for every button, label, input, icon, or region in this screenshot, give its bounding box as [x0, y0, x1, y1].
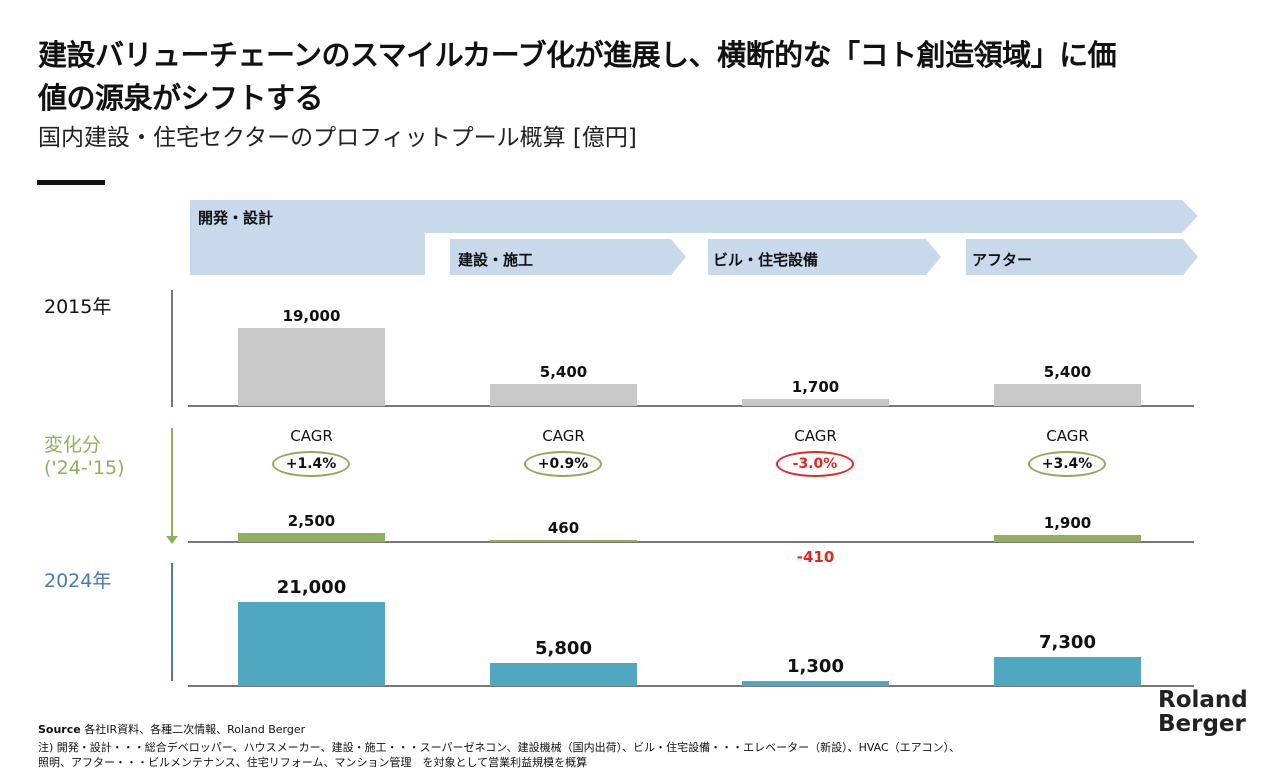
- segment-arrows: [190, 200, 1198, 275]
- bar-0-0: [238, 328, 385, 406]
- segment-label: 建設・施工: [458, 251, 534, 269]
- cagr-label: CAGR: [1046, 427, 1089, 445]
- bar-2-0: [238, 602, 385, 686]
- logo-line: Roland: [1158, 687, 1248, 713]
- page-title: 建設バリューチェーンのスマイルカーブ化が進展し、横断的な「コト創造領域」に価値の…: [38, 38, 1117, 115]
- axis-2015: [188, 405, 1194, 407]
- data-label: 1,900: [1043, 514, 1092, 533]
- row-label-period: ('24-'15): [44, 457, 125, 479]
- arrow-construction: [450, 239, 686, 275]
- source-label: Source: [38, 723, 81, 736]
- bar-1-1: [490, 540, 637, 542]
- cagr-value: +1.4%: [272, 451, 350, 477]
- bar-0-3: [994, 383, 1141, 406]
- row-label-change: 変化分: [44, 434, 102, 456]
- logo-line: Berger: [1158, 711, 1246, 737]
- cagr-value: +0.9%: [524, 451, 602, 477]
- arrow-down-icon: [166, 536, 178, 544]
- bar-2-1: [490, 662, 637, 686]
- data-label: 5,400: [1043, 362, 1092, 381]
- arrow-development: [190, 200, 1198, 275]
- bar-2-2: [742, 680, 889, 686]
- data-label: 7,300: [1039, 631, 1096, 653]
- row-label-2015: 2015年: [44, 296, 112, 318]
- arrow-equipment: [708, 239, 941, 275]
- bar-0-2: [742, 399, 889, 406]
- logo: Roland Berger: [1158, 688, 1248, 736]
- note-line-2: 照明、アフター・・・ビルメンテナンス、住宅リフォーム、マンション管理 を対象とし…: [38, 756, 588, 769]
- data-label: 1,300: [787, 655, 844, 677]
- data-label: 5,400: [539, 362, 588, 381]
- vline-2015: [171, 290, 173, 407]
- page-subtitle: 国内建設・住宅セクターのプロフィットプール概算 [億円]: [38, 125, 637, 151]
- axis-2024: [188, 685, 1194, 687]
- axis-change: [188, 541, 1194, 543]
- cagr-value: -3.0%: [776, 451, 854, 477]
- bar-1-0: [238, 533, 385, 542]
- source-line: Source 各社IR資料、各種二次情報、Roland Berger: [38, 721, 305, 737]
- data-label: 460: [547, 519, 580, 537]
- segment-label: アフター: [972, 251, 1033, 269]
- bar-0-1: [490, 383, 637, 406]
- cagr-value: +3.4%: [1028, 451, 1106, 477]
- source-text: 各社IR資料、各種二次情報、Roland Berger: [84, 723, 306, 736]
- cagr-label: CAGR: [794, 427, 837, 445]
- data-label: 2,500: [287, 512, 336, 530]
- change-arrow: [171, 428, 173, 538]
- note-line-1: 注) 開発・設計・・・総合デベロッパー、ハウスメーカー、建設・施工・・・スーパー…: [38, 741, 961, 754]
- cagr-label: CAGR: [290, 427, 333, 445]
- segment-label: 開発・設計: [198, 209, 274, 227]
- data-label: 1,700: [791, 378, 840, 397]
- data-label: -410: [796, 548, 835, 566]
- arrow-after: [966, 239, 1198, 275]
- row-label-2024: 2024年: [44, 570, 112, 592]
- bar-2-3: [994, 656, 1141, 686]
- data-label: 5,800: [535, 637, 592, 659]
- vline-2024: [171, 563, 173, 681]
- data-label: 19,000: [282, 307, 341, 326]
- title-rule: [37, 180, 105, 185]
- bar-1-3: [994, 535, 1141, 542]
- segment-label: ビル・住宅設備: [713, 251, 819, 269]
- cagr-label: CAGR: [542, 427, 585, 445]
- data-label: 21,000: [276, 577, 347, 598]
